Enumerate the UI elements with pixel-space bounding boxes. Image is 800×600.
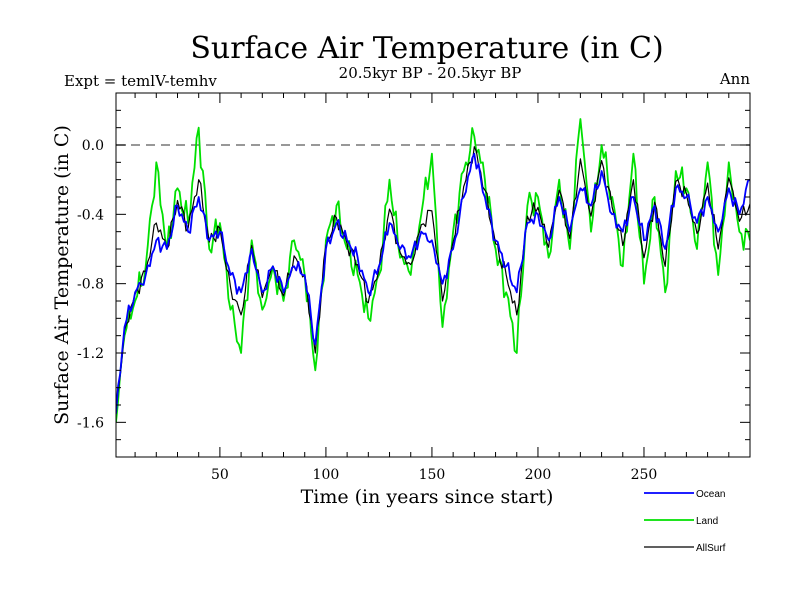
series-line-land bbox=[116, 118, 750, 423]
series-line-allsurf bbox=[116, 146, 750, 414]
x-axis-label: Time (in years since start) bbox=[301, 486, 554, 508]
x-tick-label: 150 bbox=[419, 467, 446, 483]
season-label: Ann bbox=[719, 70, 750, 88]
y-tick-label: -1.6 bbox=[77, 415, 104, 431]
legend-label-ocean: Ocean bbox=[696, 489, 725, 500]
series-group bbox=[116, 118, 750, 423]
ticks-group: 50 100 150 200 250 0.0 -0.4 -0.8 -1.2 -1.6 bbox=[77, 92, 750, 483]
plot-frame bbox=[115, 92, 751, 458]
series-line-ocean bbox=[116, 152, 750, 414]
y-tick-label: -1.2 bbox=[77, 346, 104, 362]
chart-subtitle: 20.5kyr BP - 20.5kyr BP bbox=[339, 64, 522, 82]
experiment-label: Expt = temlV-temhv bbox=[64, 72, 217, 90]
x-tick-label: 200 bbox=[525, 467, 552, 483]
y-tick-label: 0.0 bbox=[82, 138, 104, 154]
chart-title: Surface Air Temperature (in C) bbox=[190, 31, 663, 66]
x-tick-label: 50 bbox=[211, 467, 229, 483]
y-axis-label: Surface Air Temperature (in C) bbox=[51, 125, 73, 425]
legend-label-land: Land bbox=[696, 516, 718, 527]
x-tick-label: 250 bbox=[631, 467, 658, 483]
legend: Ocean Land AllSurf bbox=[644, 489, 726, 554]
x-tick-label: 100 bbox=[313, 467, 340, 483]
y-tick-label: -0.4 bbox=[77, 207, 104, 223]
legend-label-allsurf: AllSurf bbox=[696, 543, 726, 554]
y-tick-label: -0.8 bbox=[77, 277, 104, 293]
